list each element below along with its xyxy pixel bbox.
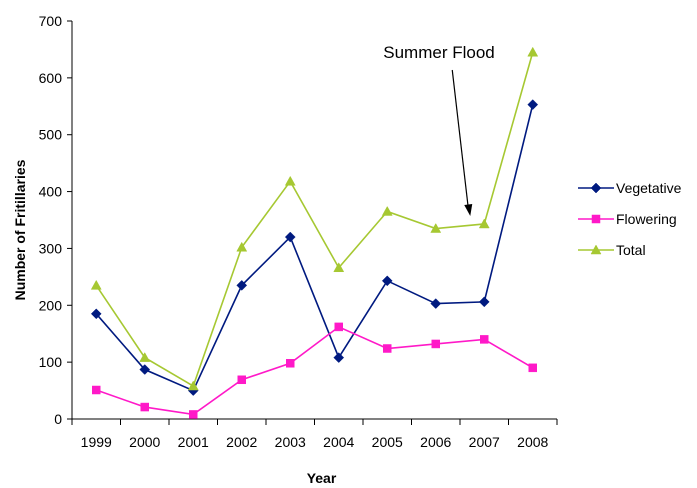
legend-label: Flowering bbox=[616, 211, 677, 227]
y-axis-title: Number of Fritillaries bbox=[12, 159, 28, 300]
x-tick-label: 2001 bbox=[178, 434, 209, 450]
data-point-diamond bbox=[590, 182, 602, 194]
annotation-arrow-line bbox=[451, 69, 469, 209]
data-point-square bbox=[140, 402, 149, 412]
data-point-square bbox=[334, 322, 343, 332]
series-line bbox=[95, 325, 534, 416]
series-group bbox=[90, 46, 539, 419]
data-point-square bbox=[431, 339, 440, 349]
data-point-diamond bbox=[381, 275, 393, 287]
data-point-square bbox=[480, 335, 489, 344]
data-point-square bbox=[383, 344, 392, 353]
data-point-triangle bbox=[478, 218, 490, 229]
y-tick-label: 200 bbox=[39, 297, 63, 313]
data-point-diamond bbox=[333, 352, 345, 363]
data-point-triangle bbox=[139, 352, 151, 362]
x-tick-label: 1999 bbox=[81, 434, 112, 450]
x-tick-label: 2002 bbox=[226, 434, 257, 450]
legend: Vegetative Flowering Total bbox=[578, 180, 682, 258]
y-tick-label: 0 bbox=[54, 411, 62, 427]
legend-label: Total bbox=[616, 242, 646, 258]
data-point-diamond bbox=[284, 231, 296, 243]
data-point-diamond bbox=[139, 364, 151, 375]
legend-item-flowering: Flowering bbox=[578, 211, 677, 227]
data-point-triangle bbox=[284, 175, 296, 186]
x-tick-label: 2007 bbox=[469, 434, 500, 450]
series-line bbox=[95, 104, 534, 392]
data-point-square bbox=[189, 410, 198, 419]
data-point-triangle bbox=[187, 380, 199, 391]
data-point-triangle bbox=[381, 205, 393, 216]
data-point-square bbox=[286, 359, 295, 368]
data-point-square bbox=[528, 363, 537, 373]
data-point-diamond bbox=[236, 280, 248, 291]
y-tick-label: 700 bbox=[39, 13, 63, 29]
data-point-diamond bbox=[430, 298, 442, 309]
series-line bbox=[95, 52, 534, 388]
data-point-triangle bbox=[527, 46, 539, 57]
annotation-arrow-head bbox=[464, 203, 473, 216]
data-point-triangle bbox=[333, 262, 345, 273]
data-point-triangle bbox=[236, 241, 248, 252]
x-axis-title: Year bbox=[307, 470, 337, 486]
x-tick-label: 2000 bbox=[129, 434, 160, 450]
annotation: Summer Flood bbox=[383, 43, 495, 216]
series-total bbox=[90, 46, 539, 391]
x-tick-label: 2008 bbox=[517, 434, 548, 450]
x-tick-label: 2005 bbox=[372, 434, 403, 450]
series-vegetative bbox=[90, 99, 539, 396]
data-point-square bbox=[237, 375, 246, 385]
legend-label: Vegetative bbox=[616, 180, 682, 196]
data-point-square bbox=[92, 385, 101, 395]
y-tick-label: 500 bbox=[39, 127, 63, 143]
data-point-triangle bbox=[90, 279, 102, 290]
data-point-diamond bbox=[478, 296, 490, 308]
legend-item-total: Total bbox=[578, 242, 646, 258]
annotation-label: Summer Flood bbox=[383, 43, 494, 62]
y-tick-label: 100 bbox=[39, 354, 63, 370]
x-tick-label: 2004 bbox=[323, 434, 354, 450]
x-axis: 1999 2000 2001 2002 2003 2004 2005 2006 2007 2008 bbox=[71, 418, 558, 450]
y-axis: 0 100 200 300 400 500 600 700 bbox=[39, 13, 73, 427]
data-point-diamond bbox=[527, 99, 539, 110]
series-flowering bbox=[92, 322, 537, 419]
y-tick-label: 400 bbox=[39, 184, 63, 200]
x-tick-label: 2006 bbox=[420, 434, 451, 450]
data-point-triangle bbox=[590, 244, 602, 255]
y-tick-label: 300 bbox=[39, 240, 63, 256]
data-point-square bbox=[591, 214, 601, 224]
x-tick-label: 2003 bbox=[275, 434, 306, 450]
y-tick-label: 600 bbox=[39, 70, 63, 86]
data-point-triangle bbox=[430, 223, 442, 233]
data-point-diamond bbox=[90, 308, 102, 320]
legend-item-vegetative: Vegetative bbox=[578, 180, 682, 196]
